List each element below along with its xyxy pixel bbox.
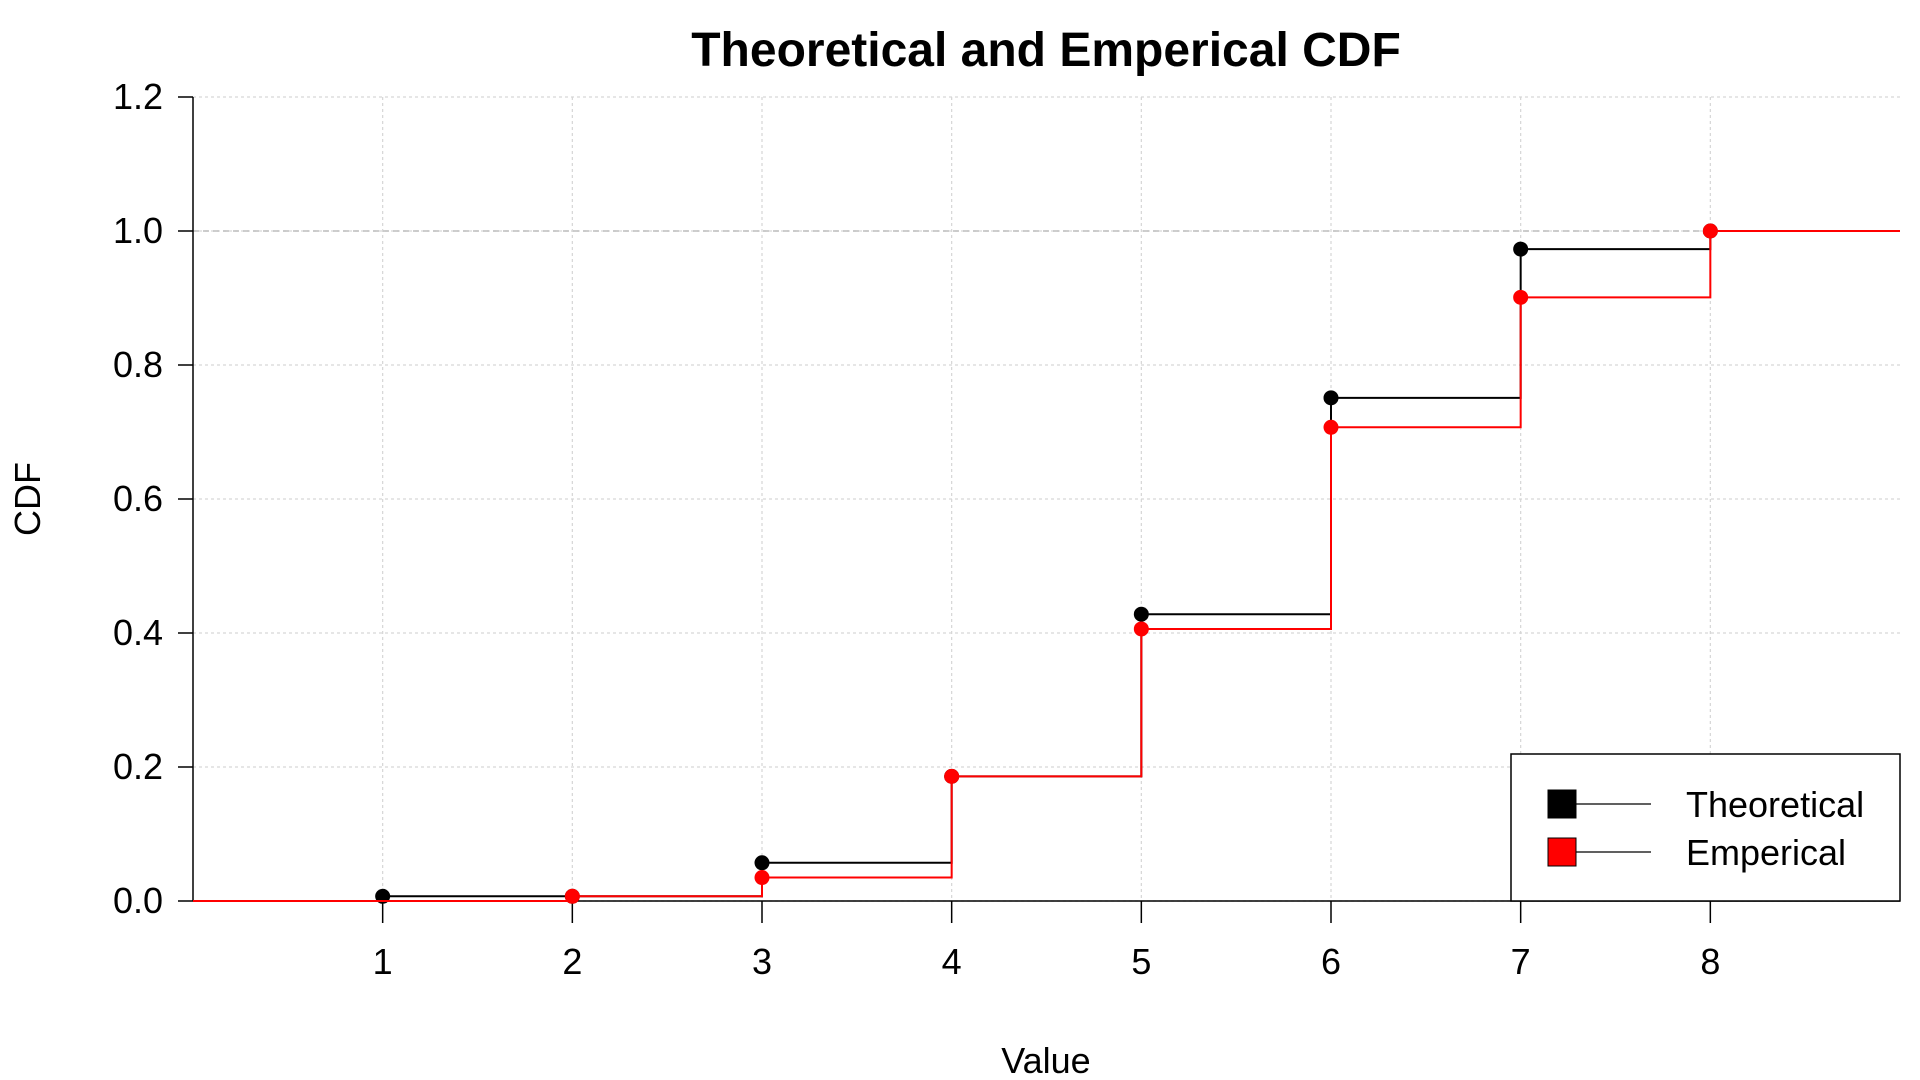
legend: Theoretical Emperical xyxy=(1510,753,1901,902)
step-line-emperical xyxy=(193,230,1900,902)
x-tick-label: 8 xyxy=(1700,941,1720,982)
y-tick-label: 0.8 xyxy=(113,344,163,385)
data-point-theoretical xyxy=(1513,241,1529,257)
x-tick-label: 4 xyxy=(942,941,962,982)
legend-label-theoretical: Theoretical xyxy=(1686,784,1864,825)
axes: 0.0 0.2 0.4 0.6 0.8 1.0 1.2 1 2 3 4 5 6 7 8 xyxy=(113,76,1900,982)
data-point-emperical xyxy=(1702,223,1718,239)
x-tick-label: 2 xyxy=(562,941,582,982)
data-point-emperical xyxy=(1323,419,1339,435)
data-point-emperical xyxy=(564,888,580,904)
x-tick-label: 3 xyxy=(752,941,772,982)
chart-title: Theoretical and Emperical CDF xyxy=(691,24,1401,77)
series-emperical xyxy=(193,223,1900,904)
legend-label-emperical: Emperical xyxy=(1686,832,1846,873)
x-tick-label: 7 xyxy=(1511,941,1531,982)
legend-swatch-theoretical xyxy=(1547,789,1577,819)
data-point-emperical xyxy=(1133,621,1149,637)
x-tick-label: 1 xyxy=(373,941,393,982)
y-tick-label: 0.6 xyxy=(113,478,163,519)
y-tick-label: 1.2 xyxy=(113,76,163,117)
data-point-emperical xyxy=(1513,289,1529,305)
data-point-emperical xyxy=(944,768,960,784)
y-tick-label: 1.0 xyxy=(113,210,163,251)
data-point-theoretical xyxy=(1323,390,1339,406)
data-point-theoretical xyxy=(1133,606,1149,622)
legend-box xyxy=(1510,753,1901,902)
y-tick-label: 0.2 xyxy=(113,746,163,787)
y-tick-label: 0.4 xyxy=(113,612,163,653)
y-tick-label: 0.0 xyxy=(113,880,163,921)
data-point-theoretical xyxy=(754,855,770,871)
data-point-emperical xyxy=(754,870,770,886)
x-tick-label: 6 xyxy=(1321,941,1341,982)
x-axis-label: Value xyxy=(1001,1040,1090,1080)
series-layer xyxy=(193,223,1900,904)
y-axis-label: CDF xyxy=(7,462,48,536)
x-tick-label: 5 xyxy=(1131,941,1151,982)
legend-swatch-emperical xyxy=(1547,837,1577,867)
